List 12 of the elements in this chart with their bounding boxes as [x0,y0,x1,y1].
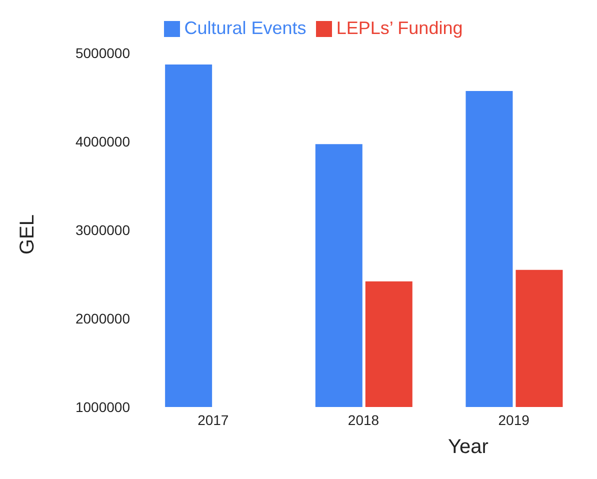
legend-label: Cultural Events [184,18,306,38]
y-tick-label: 2000000 [75,310,130,326]
y-tick-label: 3000000 [75,222,130,238]
legend-label: LEPLs’ Funding [336,18,463,38]
x-axis-title: Year [448,436,488,459]
y-tick-label: 1000000 [75,398,130,415]
x-tick-label: 2018 [348,412,380,428]
y-tick-label: 4000000 [75,133,130,150]
y-axis-title: GEL [16,214,40,255]
x-tick-label: 2019 [498,412,530,428]
x-tick-label: 2017 [198,412,229,428]
y-tick-label: 5000000 [75,44,130,61]
